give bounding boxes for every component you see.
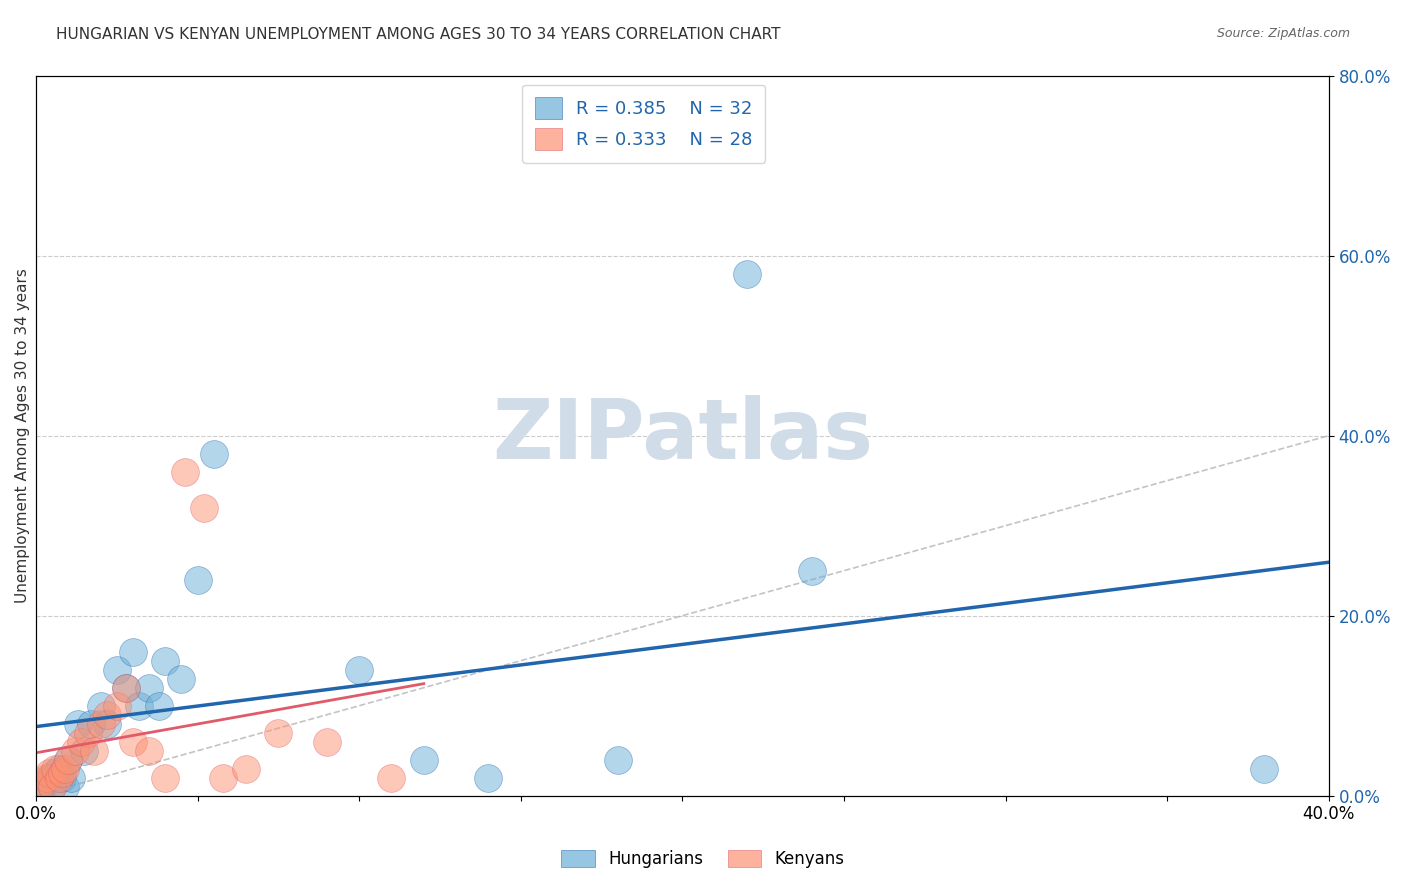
Point <box>48 771 70 785</box>
Point <box>193 500 215 515</box>
Point <box>63 744 86 758</box>
Point <box>186 573 208 587</box>
Text: Source: ZipAtlas.com: Source: ZipAtlas.com <box>1216 27 1350 40</box>
Point <box>44 766 66 780</box>
Point <box>606 753 628 767</box>
Legend: Hungarians, Kenyans: Hungarians, Kenyans <box>554 843 852 875</box>
Point <box>90 698 112 713</box>
Point <box>1253 762 1275 776</box>
Point <box>51 771 73 785</box>
Point <box>73 744 96 758</box>
Point <box>38 771 60 785</box>
Point <box>155 771 177 785</box>
Point <box>90 716 112 731</box>
Point <box>412 753 434 767</box>
Point <box>347 663 370 677</box>
Point <box>51 766 73 780</box>
Point <box>155 654 177 668</box>
Legend: R = 0.385    N = 32, R = 0.333    N = 28: R = 0.385 N = 32, R = 0.333 N = 28 <box>522 85 765 163</box>
Point <box>115 681 138 695</box>
Point <box>148 698 170 713</box>
Point <box>380 771 402 785</box>
Point <box>28 780 51 794</box>
Point <box>128 698 150 713</box>
Point <box>105 698 128 713</box>
Point <box>41 780 63 794</box>
Point <box>122 735 145 749</box>
Point <box>41 780 63 794</box>
Point <box>138 744 160 758</box>
Point <box>315 735 337 749</box>
Y-axis label: Unemployment Among Ages 30 to 34 years: Unemployment Among Ages 30 to 34 years <box>15 268 31 603</box>
Point <box>44 762 66 776</box>
Point <box>66 716 89 731</box>
Point <box>76 725 98 739</box>
Point <box>60 771 83 785</box>
Point <box>212 771 235 785</box>
Text: ZIPatlas: ZIPatlas <box>492 395 873 476</box>
Point <box>31 775 53 789</box>
Point <box>34 775 56 789</box>
Point <box>235 762 257 776</box>
Point <box>173 465 195 479</box>
Point <box>477 771 499 785</box>
Point <box>38 766 60 780</box>
Text: HUNGARIAN VS KENYAN UNEMPLOYMENT AMONG AGES 30 TO 34 YEARS CORRELATION CHART: HUNGARIAN VS KENYAN UNEMPLOYMENT AMONG A… <box>56 27 780 42</box>
Point <box>48 762 70 776</box>
Point <box>58 753 80 767</box>
Point <box>53 762 76 776</box>
Point <box>138 681 160 695</box>
Point <box>70 735 93 749</box>
Point <box>34 771 56 785</box>
Point <box>96 716 118 731</box>
Point <box>122 645 145 659</box>
Point <box>83 744 105 758</box>
Point <box>202 447 225 461</box>
Point <box>115 681 138 695</box>
Point <box>80 716 103 731</box>
Point <box>735 267 758 281</box>
Point <box>58 753 80 767</box>
Point <box>267 725 290 739</box>
Point <box>96 707 118 722</box>
Point <box>31 780 53 794</box>
Point <box>170 672 193 686</box>
Point <box>800 564 823 578</box>
Point <box>53 780 76 794</box>
Point <box>105 663 128 677</box>
